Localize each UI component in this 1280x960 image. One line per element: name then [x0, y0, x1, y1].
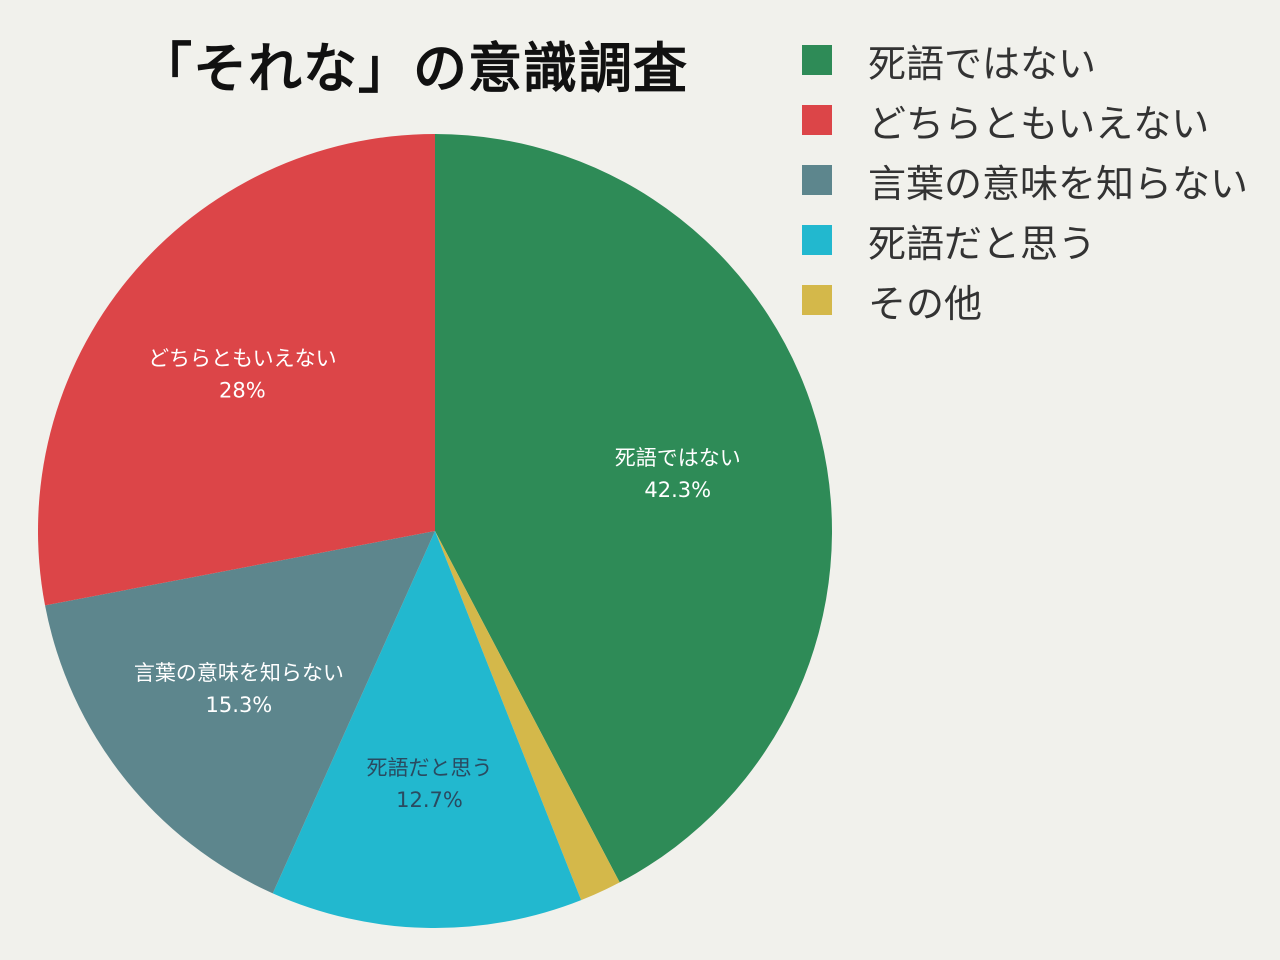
slice-value-label: 28%: [219, 379, 266, 403]
legend-item: その他: [802, 270, 1248, 330]
legend-label: どちらともいえない: [868, 101, 1210, 146]
legend-label: その他: [868, 281, 983, 326]
legend-swatch: [802, 105, 832, 135]
legend-label: 死語だと思う: [868, 221, 1097, 266]
legend-label: 死語ではない: [868, 41, 1097, 86]
pie-slice: [37, 134, 435, 606]
pie-slice: [435, 134, 832, 883]
chart-title: 「それな」の意識調査: [138, 37, 688, 100]
slice-category-label: 死語だと思う: [367, 756, 493, 780]
legend-item: どちらともいえない: [802, 90, 1248, 150]
legend-item: 死語だと思う: [802, 210, 1248, 270]
slice-category-label: 死語ではない: [615, 446, 741, 470]
legend-item: 言葉の意味を知らない: [802, 150, 1248, 210]
legend-item: 死語ではない: [802, 30, 1248, 90]
legend: 死語ではない どちらともいえない 言葉の意味を知らない 死語だと思う その他: [802, 30, 1248, 330]
pie-slice: [45, 531, 436, 894]
slice-value-label: 42.3%: [644, 478, 711, 502]
legend-swatch: [802, 285, 832, 315]
slice-value-label: 12.7%: [396, 788, 463, 812]
legend-swatch: [802, 165, 832, 195]
legend-swatch: [802, 225, 832, 255]
legend-label: 言葉の意味を知らない: [868, 161, 1249, 206]
pie-slice: [435, 531, 620, 901]
legend-swatch: [802, 45, 832, 75]
slice-category-label: 言葉の意味を知らない: [134, 661, 344, 685]
slice-value-label: 15.3%: [206, 693, 273, 717]
pie-slice: [272, 531, 582, 928]
slice-category-label: どちらともいえない: [148, 347, 337, 371]
